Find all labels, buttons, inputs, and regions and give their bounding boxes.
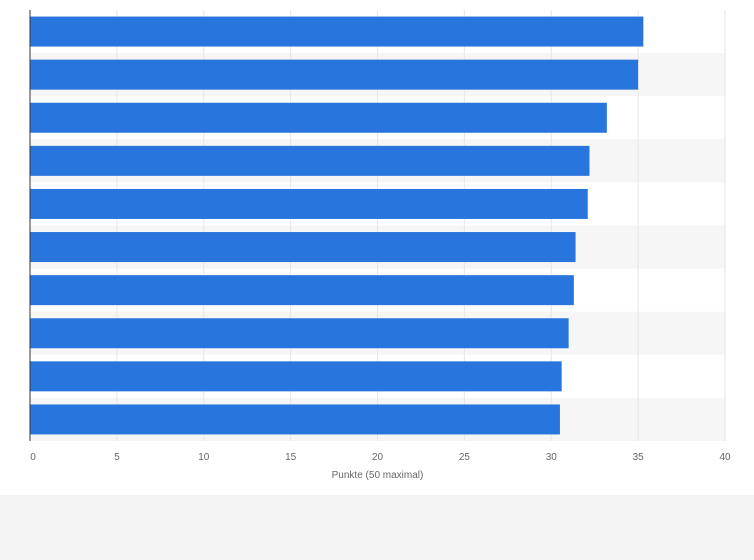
x-axis-title: Punkte (50 maximal) bbox=[332, 470, 424, 481]
x-tick-label: 35 bbox=[633, 452, 645, 463]
x-tick-label: 20 bbox=[372, 452, 384, 463]
bar bbox=[30, 404, 560, 435]
bars bbox=[30, 16, 644, 435]
bar bbox=[30, 16, 644, 47]
x-tick-label: 15 bbox=[285, 452, 297, 463]
x-tick-label: 40 bbox=[719, 452, 731, 463]
bar bbox=[30, 275, 574, 306]
chart-area: 0 5 10 15 20 25 30 35 40 Punkte (50 maximal) bbox=[0, 0, 754, 495]
bar bbox=[30, 188, 588, 219]
x-tick-label: 30 bbox=[546, 452, 558, 463]
x-tick-label: 0 bbox=[30, 452, 36, 463]
bar bbox=[30, 102, 607, 133]
x-tick-label: 25 bbox=[459, 452, 471, 463]
bar bbox=[30, 361, 562, 392]
bar bbox=[30, 145, 590, 176]
bar-chart: 0 5 10 15 20 25 30 35 40 Punkte (50 maximal) bbox=[29, 10, 731, 481]
x-axis-ticks: 0 5 10 15 20 25 30 35 40 bbox=[30, 452, 731, 463]
bar bbox=[30, 59, 639, 90]
x-tick-label: 5 bbox=[114, 452, 120, 463]
x-tick-label: 10 bbox=[198, 452, 210, 463]
bar bbox=[30, 318, 569, 349]
bar bbox=[30, 232, 576, 263]
